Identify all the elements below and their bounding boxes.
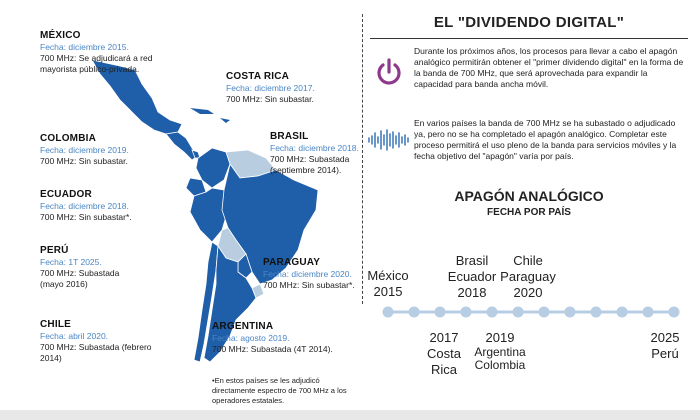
timeline-label-mexico: México 2015	[356, 268, 420, 300]
timeline-label-2020: Chile Paraguay 2020	[495, 253, 561, 301]
timeline-countries: México	[367, 268, 409, 283]
country-brasil: BRASIL Fecha: diciembre 2018. 700 MHz: S…	[270, 131, 362, 176]
map-colombia	[195, 147, 231, 189]
info-paragraph-2: En varios países la banda de 700 MHz se …	[414, 118, 677, 161]
timeline-countries: Argentina Colombia	[474, 345, 526, 372]
timeline-year: 2020	[513, 285, 543, 300]
timeline-label-2019: 2019 Argentina Colombia	[467, 330, 533, 372]
power-icon	[377, 58, 401, 85]
country-ecuador: ECUADOR Fecha: diciembre 2018. 700 MHz: …	[40, 189, 140, 223]
country-desc: 700 MHz: Se adjudicará a red mayorista p…	[40, 53, 153, 74]
bottom-strip	[0, 410, 700, 420]
country-desc: 700 MHz: Sin subastar*.	[40, 212, 132, 222]
country-peru: PERÚ Fecha: 1T 2025. 700 MHz: Subastada …	[40, 245, 124, 290]
timeline-year: 2015	[373, 284, 403, 299]
country-desc: 700 MHz: Subastada (febrero 2014)	[40, 342, 152, 363]
country-date: Fecha: agosto 2019.	[212, 333, 290, 343]
country-date: Fecha: diciembre 2020.	[263, 269, 352, 279]
country-mexico: MÉXICO Fecha: diciembre 2015. 700 MHz: S…	[40, 30, 162, 75]
map-caribbean	[190, 108, 230, 123]
timeline-label-2018: Brasil Ecuador 2018	[440, 253, 504, 301]
country-name: ARGENTINA	[212, 321, 274, 332]
country-desc: 700 MHz: Subastada (4T 2014).	[212, 344, 333, 354]
country-desc: 700 MHz: Subastada (septiembre 2014).	[270, 154, 350, 175]
timeline-countries: Perú	[651, 346, 679, 361]
country-name: MÉXICO	[40, 30, 81, 41]
country-desc: 700 MHz: Subastada (mayo 2016)	[40, 268, 120, 289]
timeline-axis	[382, 306, 680, 318]
timeline-dot	[512, 306, 524, 318]
timeline-dot	[590, 306, 602, 318]
country-colombia: COLOMBIA Fecha: diciembre 2019. 700 MHz:…	[40, 133, 140, 167]
country-name: COLOMBIA	[40, 133, 97, 144]
timeline-dot	[382, 306, 394, 318]
country-name: BRASIL	[270, 131, 309, 142]
country-date: Fecha: 1T 2025.	[40, 257, 102, 267]
timeline-dot	[538, 306, 550, 318]
info-paragraph-1: Durante los próximos años, los procesos …	[414, 46, 684, 89]
soundwave-icon	[368, 129, 409, 151]
country-argentina: ARGENTINA Fecha: agosto 2019. 700 MHz: S…	[212, 321, 342, 355]
country-date: Fecha: diciembre 2019.	[40, 145, 129, 155]
timeline-dot	[486, 306, 498, 318]
country-date: Fecha: abril 2020.	[40, 331, 109, 341]
country-name: PARAGUAY	[263, 257, 321, 268]
title-rule	[370, 38, 688, 39]
info-title: EL "DIVIDENDO DIGITAL"	[433, 14, 625, 31]
timeline-year: 2017	[429, 330, 459, 345]
country-name: PERÚ	[40, 245, 69, 256]
timeline-year: 2018	[457, 285, 487, 300]
country-date: Fecha: diciembre 2018.	[270, 143, 359, 153]
timeline-dot	[668, 306, 680, 318]
country-name: ECUADOR	[40, 189, 92, 200]
latin-america-map	[91, 59, 319, 363]
timeline-countries: Chile Paraguay	[500, 253, 556, 284]
footnote: •En estos países se les adjudicó directa…	[212, 376, 347, 405]
map-argentina	[203, 244, 257, 363]
timeline-subtitle: FECHA POR PAÍS	[487, 207, 571, 218]
timeline-dot	[408, 306, 420, 318]
timeline-dot	[434, 306, 446, 318]
country-date: Fecha: diciembre 2017.	[226, 83, 315, 93]
timeline-dot	[642, 306, 654, 318]
timeline-countries: Brasil Ecuador	[447, 253, 497, 284]
country-desc: 700 MHz: Sin subastar.	[226, 94, 314, 104]
country-date: Fecha: diciembre 2018.	[40, 201, 129, 211]
timeline-dot	[616, 306, 628, 318]
country-name: CHILE	[40, 319, 71, 330]
country-desc: 700 MHz: Sin subastar*.	[263, 280, 355, 290]
timeline-label-2017: 2017 Costa Rica	[416, 330, 472, 378]
timeline-countries: Costa Rica	[427, 346, 461, 377]
country-date: Fecha: diciembre 2015.	[40, 42, 129, 52]
country-desc: 700 MHz: Sin subastar.	[40, 156, 128, 166]
timeline-dot	[460, 306, 472, 318]
timeline-label-2025: 2025 Perú	[640, 330, 690, 362]
column-divider	[362, 14, 363, 304]
timeline-year: 2025	[650, 330, 680, 345]
timeline-title: APAGÓN ANALÓGICO	[454, 188, 604, 204]
timeline-dot	[564, 306, 576, 318]
timeline-year: 2019	[485, 330, 515, 345]
country-costa-rica: COSTA RICA Fecha: diciembre 2017. 700 MH…	[226, 71, 336, 105]
country-paraguay: PARAGUAY Fecha: diciembre 2020. 700 MHz:…	[263, 257, 362, 291]
map-central-america	[165, 131, 199, 161]
country-name: COSTA RICA	[226, 71, 290, 82]
country-chile: CHILE Fecha: abril 2020. 700 MHz: Subast…	[40, 319, 158, 364]
